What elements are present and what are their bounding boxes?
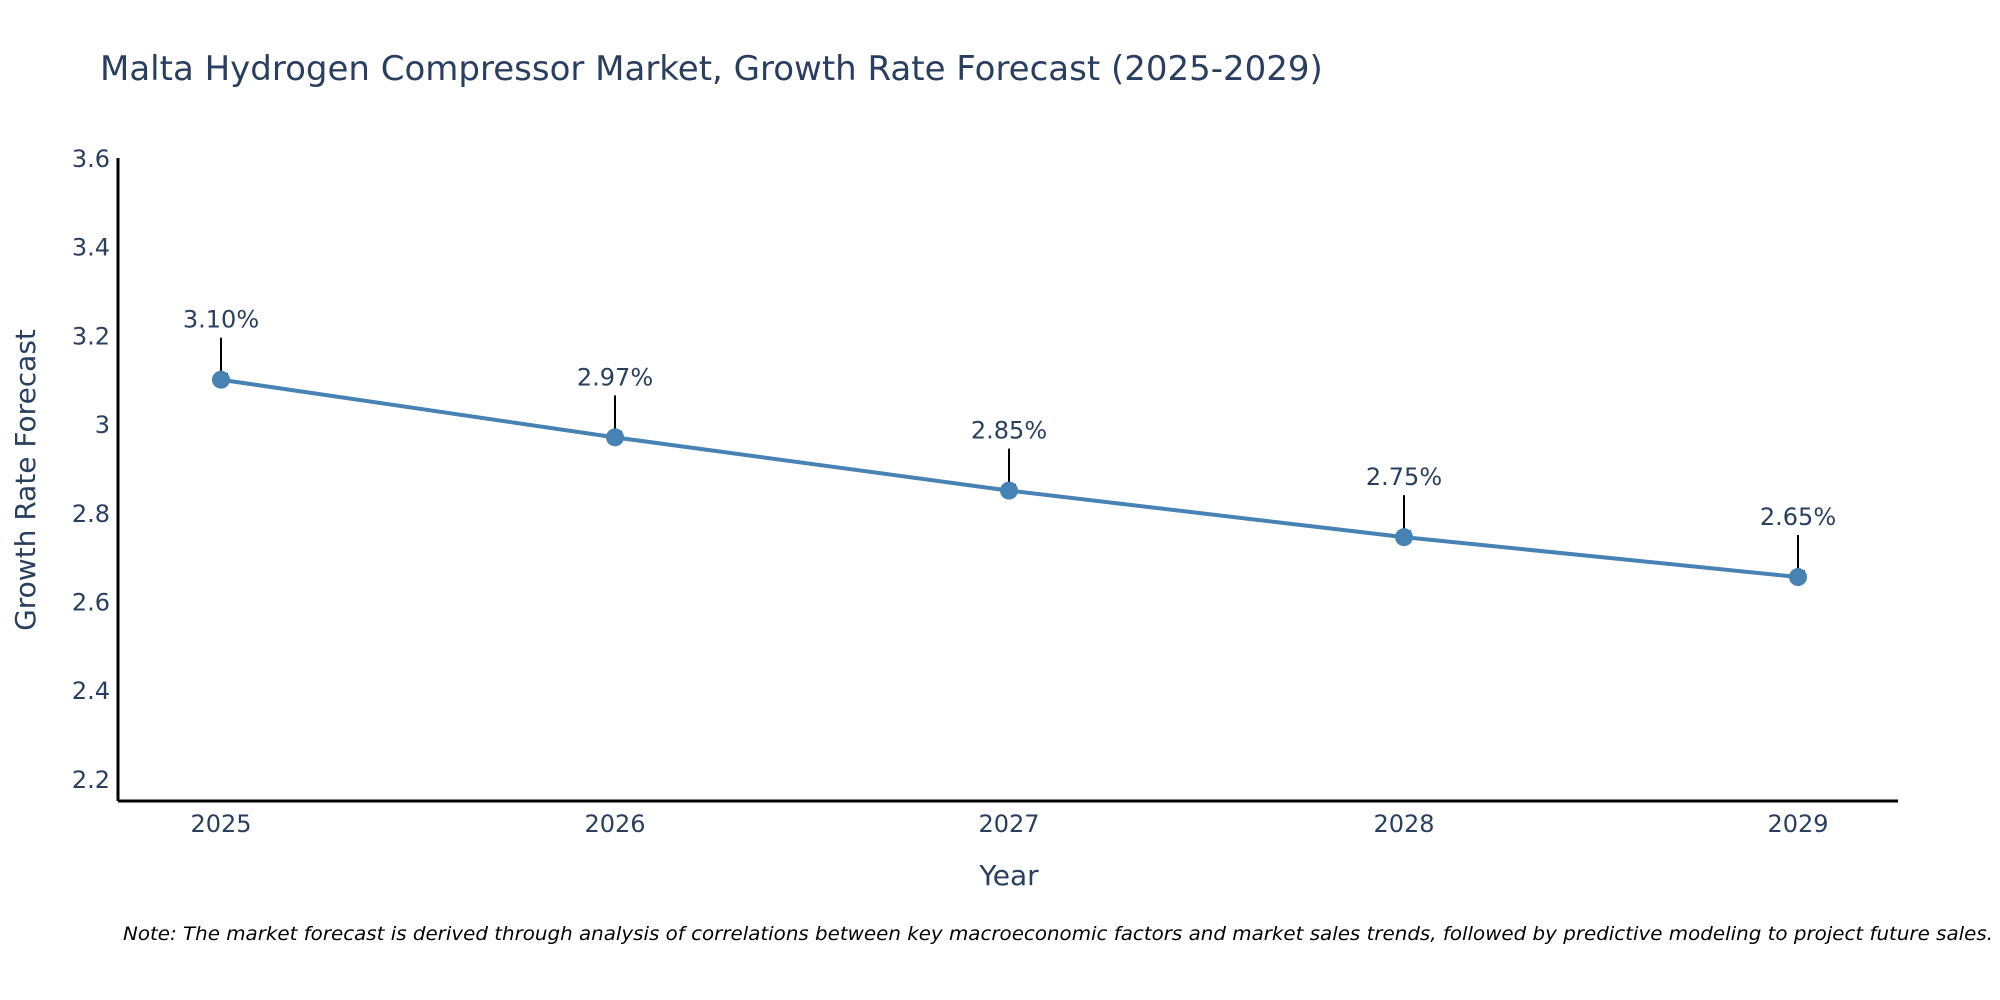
y-tick-label: 3 [95,411,110,439]
y-tick-label: 2.8 [72,500,110,528]
y-tick-label: 2.4 [72,677,110,705]
data-point [606,428,624,447]
data-label: 2.85% [971,417,1047,445]
data-points [212,370,1807,587]
y-tick-label: 3.4 [72,234,110,262]
data-labels: 3.10% 2.97% 2.85% 2.75% 2.65% [183,306,1836,531]
y-axis-ticks: 2.2 2.4 2.6 2.8 3 3.2 3.4 3.6 [72,145,110,794]
x-tick-label: 2027 [978,810,1039,838]
y-tick-label: 3.2 [72,322,110,350]
y-tick-label: 2.6 [72,588,110,616]
y-tick-label: 2.2 [72,766,110,794]
x-tick-label: 2029 [1767,810,1828,838]
x-tick-label: 2025 [190,810,251,838]
x-tick-label: 2026 [584,810,645,838]
data-label: 3.10% [183,306,259,334]
annotation-arrows [220,337,1805,579]
data-point [1789,568,1807,587]
y-axis-title: Growth Rate Forecast [9,329,42,631]
data-point [1000,481,1018,500]
x-axis-ticks: 2025 2026 2027 2028 2029 [190,810,1828,838]
y-tick-label: 3.6 [72,145,110,173]
data-label: 2.75% [1366,463,1442,491]
chart-title: Malta Hydrogen Compressor Market, Growth… [100,49,1323,89]
data-label: 2.97% [577,363,653,391]
data-point [212,370,230,389]
data-label: 2.65% [1760,503,1836,531]
data-point [1395,528,1413,547]
x-tick-label: 2028 [1373,810,1434,838]
footnote: Note: The market forecast is derived thr… [123,923,1993,945]
x-axis-title: Year [978,859,1039,892]
